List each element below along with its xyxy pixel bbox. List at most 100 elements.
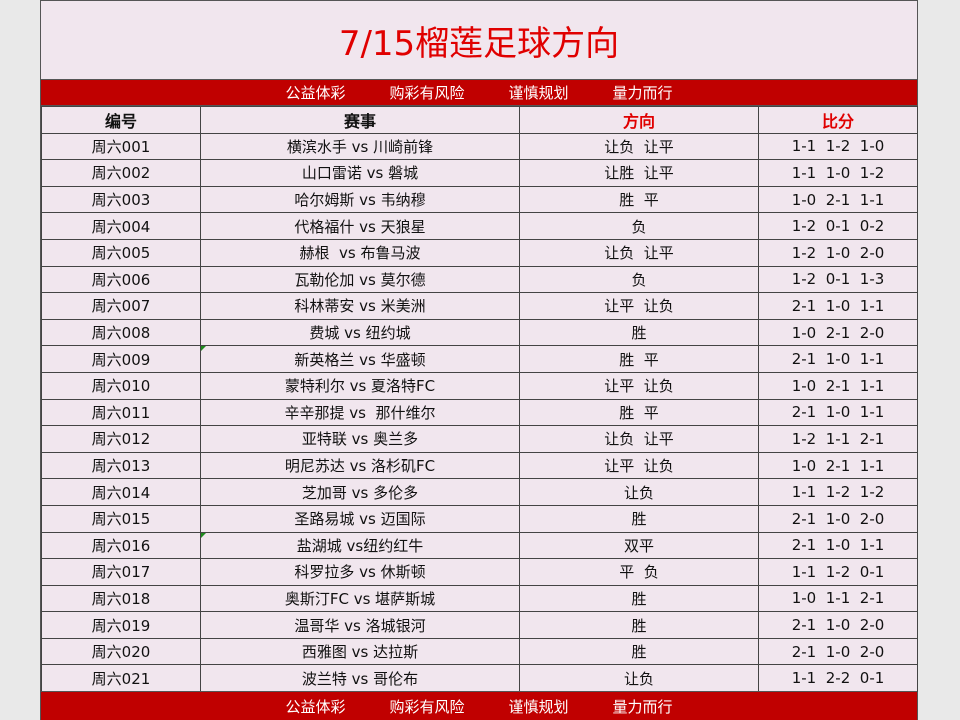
cell-id: 周六007 (41, 292, 201, 320)
table-row: 周六003 哈尔姆斯 vs 韦纳穆胜 平 1-0 2-1 1-1 (41, 185, 918, 214)
cell-score: 2-1 1-0 2-0 (758, 504, 918, 533)
table-row: 周六020 西雅图 vs 达拉斯胜 2-1 1-0 2-0 (41, 637, 918, 666)
cell-match: 赫根 vs 布鲁马波 (200, 238, 520, 267)
cell-score: 1-1 1-2 1-0 (758, 132, 918, 161)
cell-direction: 胜 (519, 584, 759, 613)
matches-table: 编号 赛事 方向 比分 周六001 横滨水手 vs 川崎前锋 让负 让平 1-1 1-… (41, 106, 918, 693)
banner-item: 公益体彩 (285, 697, 346, 716)
cell-id: 周六014 (41, 478, 201, 506)
cell-score: 2-1 1-0 2-0 (758, 637, 918, 666)
cell-score: 1-1 2-2 0-1 (758, 664, 918, 693)
cell-score: 1-2 1-0 2-0 (758, 238, 918, 267)
table-row: 周六011 辛辛那提 vs 那什维尔胜 平 2-1 1-0 1-1 (41, 398, 918, 427)
cell-match: 温哥华 vs 洛城银河 (200, 611, 520, 639)
cell-id: 周六004 (41, 212, 201, 240)
cell-id: 周六008 (41, 318, 201, 347)
cell-match: 波兰特 vs 哥伦布 (200, 664, 520, 693)
cell-direction: 让平 让负 (519, 292, 759, 320)
cell-score: 2-1 1-0 1-1 (758, 398, 918, 427)
header-id: 编号 (41, 106, 201, 134)
cell-score: 2-1 1-0 1-1 (758, 345, 918, 373)
cell-score: 1-2 0-1 0-2 (758, 212, 918, 240)
cell-score: 1-0 2-1 1-1 (758, 371, 918, 400)
cell-direction: 让负 让平 (519, 132, 759, 161)
cell-id: 周六006 (41, 265, 201, 294)
table-row: 周六002 山口雷诺 vs 磐城 让胜 让平 1-1 1-0 1-2 (41, 159, 918, 187)
cell-direction: 胜 平 (519, 398, 759, 427)
table-row: 周六008 费城 vs 纽约城胜 1-0 2-1 2-0 (41, 318, 918, 347)
cell-direction: 平 负 (519, 558, 759, 586)
cell-direction: 让负 让平 (519, 238, 759, 267)
cell-id: 周六015 (41, 504, 201, 533)
table-row: 周六009 新英格兰 vs 华盛顿胜 平 2-1 1-0 1-1 (41, 345, 918, 373)
cell-id: 周六019 (41, 611, 201, 639)
cell-match: 代格福什 vs 天狼星 (200, 212, 520, 240)
bottom-banner: 公益体彩 购彩有风险 谨慎规划 量力而行 (41, 691, 917, 720)
header-score: 比分 (758, 106, 918, 134)
cell-id: 周六012 (41, 425, 201, 453)
cell-match: 横滨水手 vs 川崎前锋 (200, 132, 520, 161)
table-row: 周六005 赫根 vs 布鲁马波 让负 让平 1-2 1-0 2-0 (41, 238, 918, 267)
banner-item: 谨慎规划 (508, 84, 569, 102)
table-row: 周六004 代格福什 vs 天狼星负 1-2 0-1 0-2 (41, 212, 918, 240)
header-direction: 方向 (519, 106, 759, 134)
cell-score: 1-1 1-2 0-1 (758, 558, 918, 586)
cell-note-marker (201, 533, 206, 538)
top-banner: 公益体彩 购彩有风险 谨慎规划 量力而行 (41, 80, 917, 106)
table-row: 周六006 瓦勒伦加 vs 莫尔德负 1-2 0-1 1-3 (41, 265, 918, 294)
cell-score: 1-2 0-1 1-3 (758, 265, 918, 294)
banner-item: 谨慎规划 (508, 697, 569, 716)
header-match: 赛事 (200, 106, 520, 134)
cell-direction: 让负 (519, 664, 759, 693)
banner-item: 公益体彩 (285, 84, 346, 102)
cell-direction: 胜 (519, 318, 759, 347)
cell-id: 周六020 (41, 637, 201, 666)
cell-score: 1-1 1-2 1-2 (758, 478, 918, 506)
cell-direction: 负 (519, 212, 759, 240)
cell-score: 2-1 1-0 1-1 (758, 292, 918, 320)
cell-match: 西雅图 vs 达拉斯 (200, 637, 520, 666)
cell-id: 周六002 (41, 159, 201, 187)
cell-direction: 胜 (519, 504, 759, 533)
cell-match: 辛辛那提 vs 那什维尔 (200, 398, 520, 427)
cell-direction: 让平 让负 (519, 451, 759, 480)
cell-match: 圣路易城 vs 迈国际 (200, 504, 520, 533)
cell-score: 1-0 2-1 1-1 (758, 185, 918, 214)
cell-score: 1-0 2-1 1-1 (758, 451, 918, 480)
cell-match: 科林蒂安 vs 米美洲 (200, 292, 520, 320)
cell-direction: 让平 让负 (519, 371, 759, 400)
cell-direction: 胜 (519, 611, 759, 639)
cell-match: 费城 vs 纽约城 (200, 318, 520, 347)
cell-direction: 让负 让平 (519, 425, 759, 453)
cell-score: 2-1 1-0 2-0 (758, 611, 918, 639)
cell-direction: 双平 (519, 531, 759, 560)
left-margin (0, 0, 40, 720)
cell-match: 盐湖城 vs纽约红牛 (200, 531, 520, 560)
table-row: 周六007 科林蒂安 vs 米美洲 让平 让负 2-1 1-0 1-1 (41, 292, 918, 320)
table-row: 周六016 盐湖城 vs纽约红牛 双平 2-1 1-0 1-1 (41, 531, 918, 560)
cell-match: 新英格兰 vs 华盛顿 (200, 345, 520, 373)
cell-id: 周六016 (41, 531, 201, 560)
cell-match: 哈尔姆斯 vs 韦纳穆 (200, 185, 520, 214)
cell-score: 1-2 1-1 2-1 (758, 425, 918, 453)
cell-direction: 胜 平 (519, 185, 759, 214)
cell-match: 明尼苏达 vs 洛杉矶FC (200, 451, 520, 480)
cell-match: 科罗拉多 vs 休斯顿 (200, 558, 520, 586)
banner-item: 购彩有风险 (389, 84, 465, 102)
title-row: 7/15榴莲足球方向 (41, 0, 917, 80)
cell-score: 1-1 1-0 1-2 (758, 159, 918, 187)
cell-direction: 让负 (519, 478, 759, 506)
cell-id: 周六018 (41, 584, 201, 613)
table-row: 周六021 波兰特 vs 哥伦布 让负 1-1 2-2 0-1 (41, 664, 918, 693)
cell-id: 周六003 (41, 185, 201, 214)
prediction-sheet: 7/15榴莲足球方向 公益体彩 购彩有风险 谨慎规划 量力而行 编号 赛事 方向… (40, 0, 918, 720)
table-row: 周六018 奥斯汀FC vs 堪萨斯城胜 1-0 1-1 2-1 (41, 584, 918, 613)
cell-id: 周六009 (41, 345, 201, 373)
cell-id: 周六011 (41, 398, 201, 427)
cell-direction: 胜 (519, 637, 759, 666)
cell-note-marker (201, 346, 206, 351)
cell-id: 周六017 (41, 558, 201, 586)
banner-item: 量力而行 (612, 84, 673, 102)
table-row: 周六017 科罗拉多 vs 休斯顿平 负 1-1 1-2 0-1 (41, 558, 918, 586)
cell-direction: 负 (519, 265, 759, 294)
